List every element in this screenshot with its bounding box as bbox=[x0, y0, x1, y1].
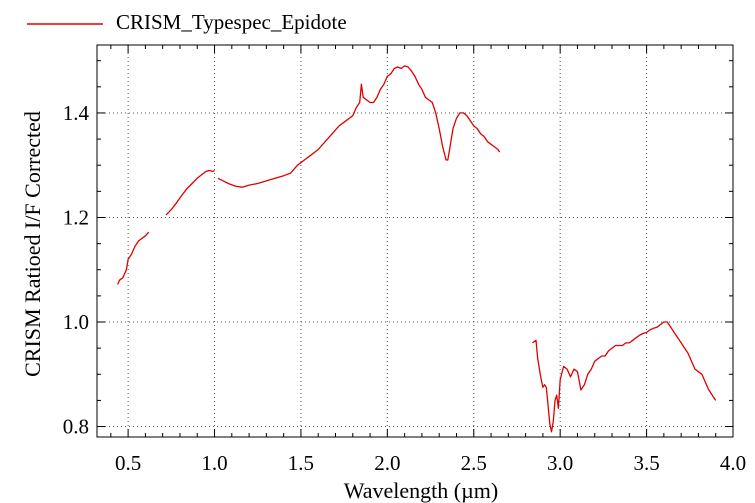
x-tick-label: 1.0 bbox=[201, 451, 227, 475]
x-tick-label: 3.0 bbox=[547, 451, 573, 475]
legend-label: CRISM_Typespec_Epidote bbox=[116, 10, 347, 34]
y-tick-label: 0.8 bbox=[63, 415, 89, 439]
x-tick-label: 3.5 bbox=[633, 451, 659, 475]
series-layer bbox=[117, 65, 717, 433]
y-tick-label: 1.0 bbox=[63, 310, 89, 334]
ticks: 0.5 1.0 1.5 2.0 2.5 3.0 3.5 4.0 0.8 1.0 1.2 1.4 bbox=[63, 45, 746, 475]
series-line-segment bbox=[117, 231, 150, 285]
x-tick-label: 0.5 bbox=[115, 451, 141, 475]
y-axis-label: CRISM Ratioed I/F Corrected bbox=[20, 111, 45, 377]
y-tick-label: 1.2 bbox=[63, 205, 89, 229]
series-line-segment bbox=[165, 169, 215, 216]
x-axis-label: Wavelength (µm) bbox=[344, 478, 498, 503]
series-line-segment bbox=[532, 321, 717, 433]
plot-frame bbox=[96, 44, 734, 438]
legend: CRISM_Typespec_Epidote bbox=[27, 10, 347, 34]
x-tick-label: 2.5 bbox=[461, 451, 487, 475]
x-tick-label: 1.5 bbox=[288, 451, 314, 475]
x-tick-label: 2.0 bbox=[374, 451, 400, 475]
series-line-segment bbox=[217, 65, 501, 188]
y-tick-label: 1.4 bbox=[63, 101, 90, 125]
grid bbox=[97, 45, 733, 437]
x-tick-label: 4.0 bbox=[720, 451, 746, 475]
